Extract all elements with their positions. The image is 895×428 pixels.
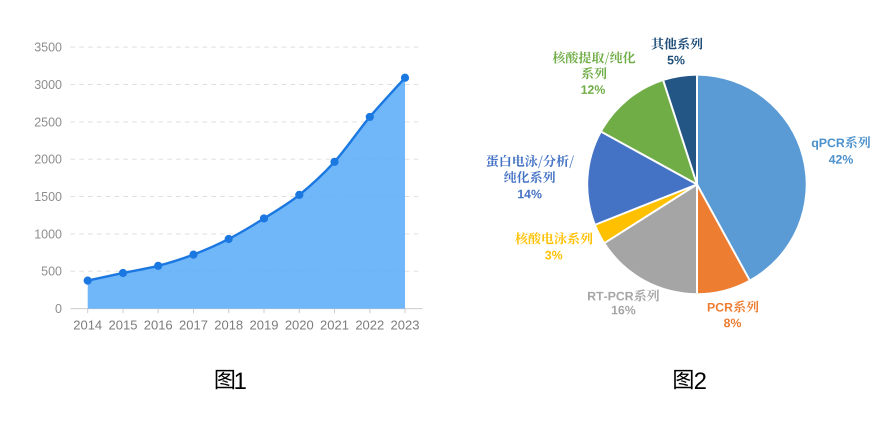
svg-text:3500: 3500 [34,41,62,55]
svg-text:2000: 2000 [34,153,62,167]
svg-text:1500: 1500 [34,190,62,204]
svg-text:2015: 2015 [109,317,138,332]
svg-text:2023: 2023 [391,317,420,332]
svg-text:0: 0 [55,302,62,316]
svg-text:2020: 2020 [285,317,314,332]
svg-text:2016: 2016 [144,317,173,332]
svg-text:3000: 3000 [34,78,62,92]
svg-text:500: 500 [41,265,62,279]
svg-text:2018: 2018 [214,317,243,332]
svg-text:2500: 2500 [34,115,62,129]
svg-text:2021: 2021 [320,317,349,332]
svg-text:2014: 2014 [73,317,102,332]
svg-text:1000: 1000 [34,227,62,241]
svg-text:2022: 2022 [355,317,384,332]
svg-text:2019: 2019 [250,317,279,332]
svg-text:2017: 2017 [179,317,208,332]
